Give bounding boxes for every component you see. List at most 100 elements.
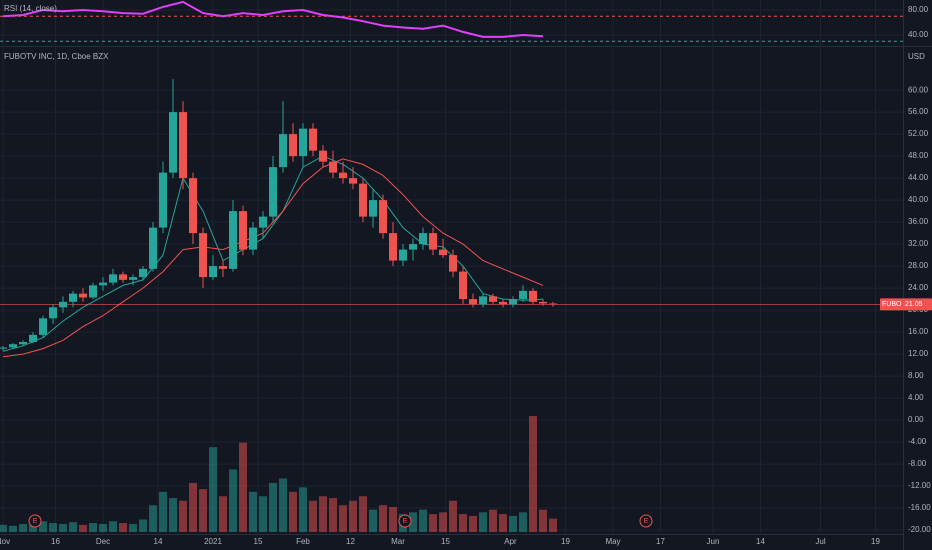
candle-body	[199, 233, 207, 278]
x-tick-label: Apr	[504, 537, 517, 546]
x-tick-label: 2021	[204, 537, 222, 546]
axes: Nov 16 Dec 14 2021 15 Feb 12 Mar 15 Apr 19 May 17 Jun 1…	[0, 5, 932, 546]
candle-body	[379, 200, 387, 234]
candle-body	[49, 307, 57, 319]
volume-bar	[109, 521, 117, 532]
volume-bar	[119, 523, 127, 532]
rsi-title: RSI (14, close)	[4, 4, 57, 13]
volume-bar	[199, 489, 207, 532]
candle-body	[129, 277, 137, 280]
volume-bar	[459, 514, 467, 532]
candle-body	[329, 161, 337, 173]
x-tick-label: May	[605, 537, 620, 546]
candle-body	[239, 211, 247, 250]
candle-body	[119, 274, 127, 280]
volume-bar	[539, 509, 547, 532]
volume	[0, 415, 557, 532]
y-tick-label: 16.00	[908, 327, 929, 336]
candle-body	[209, 266, 217, 278]
x-tick-label: 15	[441, 537, 450, 546]
volume-bar	[29, 524, 37, 532]
candle-body	[479, 296, 487, 305]
volume-bar	[279, 478, 287, 532]
volume-bar	[479, 512, 487, 532]
y-tick-label: -16.00	[908, 503, 931, 512]
candle-body	[289, 134, 297, 157]
candle-body	[529, 290, 537, 302]
candle-body	[99, 282, 107, 286]
volume-bar	[299, 487, 307, 532]
y-tick-label: 0.00	[908, 415, 924, 424]
price-pane	[0, 79, 903, 358]
currency: USD	[908, 52, 925, 61]
volume-bar	[219, 496, 227, 532]
candle-body	[279, 134, 287, 168]
rsi-tick-label: 80.00	[908, 5, 929, 14]
candle-body	[439, 249, 447, 256]
volume-bar	[79, 524, 87, 532]
volume-bar	[409, 512, 417, 532]
x-tick-label: 19	[871, 537, 880, 546]
volume-bar	[259, 496, 267, 532]
y-tick-label: 24.00	[908, 283, 929, 292]
volume-bar	[329, 498, 337, 532]
volume-bar	[39, 521, 47, 532]
candle-body	[159, 172, 167, 228]
candle-body	[259, 216, 267, 228]
volume-bar	[189, 482, 197, 532]
candle-body	[359, 183, 367, 217]
event-marker	[639, 514, 653, 528]
event-label: E	[33, 518, 38, 525]
candle-body	[9, 344, 17, 348]
volume-bar	[289, 491, 297, 532]
candle-body	[459, 271, 467, 300]
volume-bar	[339, 505, 347, 532]
volume-bar	[99, 523, 107, 532]
y-tick-label: 48.00	[908, 151, 929, 160]
candle-body	[419, 233, 427, 245]
rsi-tick-label: 40.00	[908, 30, 929, 39]
volume-bar	[349, 500, 357, 532]
candle-body	[469, 299, 477, 305]
volume-bar	[229, 469, 237, 532]
volume-bar	[49, 523, 57, 532]
candle-body	[249, 227, 257, 250]
volume-bar	[209, 447, 217, 532]
volume-bar	[449, 500, 457, 532]
y-tick-label: 8.00	[908, 371, 924, 380]
candle-body	[429, 233, 437, 250]
volume-bar	[519, 512, 527, 532]
candle-body	[29, 334, 37, 342]
volume-bar	[19, 523, 27, 532]
candle-body	[149, 227, 157, 269]
candle-body	[79, 293, 87, 298]
x-tick-label: 15	[254, 537, 263, 546]
x-tick-label: Jul	[815, 537, 825, 546]
y-tick-label: 44.00	[908, 173, 929, 182]
volume-bar	[239, 442, 247, 532]
x-tick-label: Dec	[96, 537, 110, 546]
y-tick-label: 56.00	[908, 107, 929, 116]
volume-bar	[429, 514, 437, 532]
volume-bar	[9, 525, 17, 532]
volume-bar	[269, 482, 277, 532]
volume-bar	[129, 523, 137, 532]
y-tick-label: -8.00	[908, 459, 927, 468]
x-tick-label: Feb	[296, 537, 310, 546]
volume-bar	[89, 523, 97, 532]
candle-body	[219, 266, 227, 269]
x-tick-label: 19	[561, 537, 570, 546]
volume-bar	[419, 509, 427, 532]
x-tick-label: 14	[756, 537, 765, 546]
volume-bar	[59, 523, 67, 532]
candle-body	[0, 347, 7, 349]
y-tick-label: 40.00	[908, 195, 929, 204]
y-tick-label: -20.00	[908, 525, 931, 534]
x-tick-label: 14	[154, 537, 163, 546]
candle-body	[139, 268, 147, 278]
candle-body	[339, 172, 347, 179]
y-tick-label: 32.00	[908, 239, 929, 248]
event-label: E	[403, 518, 408, 525]
candle-body	[549, 303, 557, 305]
volume-bar	[69, 522, 77, 532]
